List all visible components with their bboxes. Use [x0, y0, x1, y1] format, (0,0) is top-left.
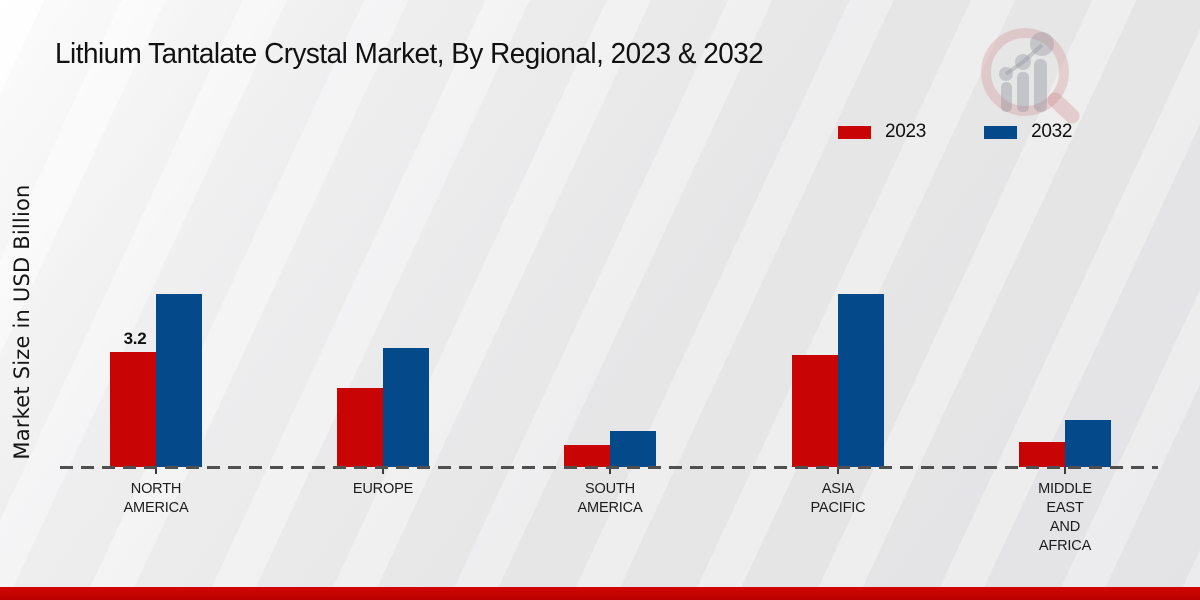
bar-2032-south-america: [610, 431, 656, 467]
legend-swatch-2032: [984, 125, 1018, 139]
chart-title: Lithium Tantalate Crystal Market, By Reg…: [55, 38, 764, 70]
category-label-north-america: NORTH AMERICA: [123, 480, 189, 516]
legend: 2023 2032: [838, 121, 1072, 143]
category-label-asia-pacific: ASIA PACIFIC: [810, 480, 866, 516]
bar-2023-south-america: [564, 445, 610, 467]
bar-2032-north-america: [156, 294, 202, 467]
legend-item-2023: 2023: [838, 121, 926, 143]
axis-tick: [1064, 467, 1066, 474]
category-label-south-america: SOUTH AMERICA: [577, 480, 643, 516]
axis-tick: [382, 467, 384, 474]
x-axis-baseline: [60, 466, 1158, 469]
y-axis-label: Market Size in USD Billion: [10, 184, 34, 460]
data-label-2023-north-america: 3.2: [123, 329, 147, 348]
bar-2023-middle-east-and-africa: [1019, 442, 1065, 467]
magnifier-bar-chart-logo-icon: [981, 28, 1080, 124]
bar-2032-europe: [383, 348, 429, 467]
legend-label-2023: 2023: [885, 121, 927, 142]
category-label-middle-east-and-africa: MIDDLE EAST AND AFRICA: [1038, 480, 1092, 554]
axis-tick: [609, 467, 611, 474]
legend-label-2032: 2032: [1031, 121, 1073, 142]
bar-2023-asia-pacific: [792, 355, 838, 467]
legend-swatch-2023: [838, 125, 871, 139]
bar-2023-europe: [337, 388, 383, 467]
bar-2032-middle-east-and-africa: [1065, 420, 1111, 467]
legend-item-2032: 2032: [984, 121, 1072, 143]
axis-tick: [155, 467, 157, 474]
axis-tick: [837, 467, 839, 474]
category-label-europe: EUROPE: [352, 480, 414, 497]
bar-2023-north-america: [110, 352, 156, 467]
bar-2032-asia-pacific: [838, 294, 884, 467]
footer-accent-bar: [0, 587, 1200, 600]
